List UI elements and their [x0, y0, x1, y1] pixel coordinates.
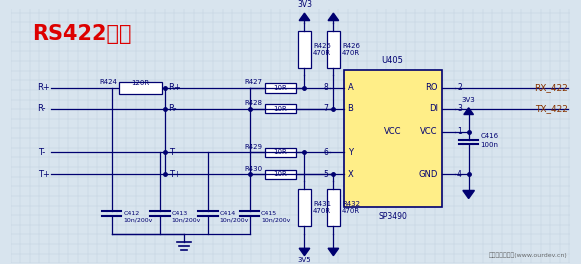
Text: 4: 4	[457, 170, 462, 179]
Polygon shape	[464, 108, 474, 115]
Text: 6: 6	[324, 148, 328, 157]
Text: 10n/200v: 10n/200v	[220, 218, 249, 223]
Text: 10n/200v: 10n/200v	[123, 218, 153, 223]
Text: 10R: 10R	[274, 171, 287, 177]
Text: DI: DI	[429, 104, 438, 113]
Text: R429: R429	[244, 144, 262, 150]
Text: R+: R+	[38, 83, 51, 92]
Text: Y: Y	[347, 148, 353, 157]
Text: 470R: 470R	[313, 50, 331, 56]
Text: C414: C414	[220, 211, 236, 216]
Text: 120R: 120R	[132, 80, 150, 86]
Text: 7: 7	[324, 104, 328, 113]
Text: R+: R+	[168, 83, 181, 92]
Text: 10R: 10R	[274, 85, 287, 91]
Text: 8: 8	[324, 83, 328, 92]
Bar	[297, 31, 311, 68]
Text: SP3490: SP3490	[378, 212, 407, 221]
Text: T+: T+	[168, 170, 181, 179]
Text: 10R: 10R	[274, 149, 287, 155]
Text: RX_422: RX_422	[534, 83, 568, 92]
Text: R425: R425	[313, 43, 331, 49]
Text: R426: R426	[342, 43, 360, 49]
Text: 3V5: 3V5	[297, 257, 311, 263]
Text: R432: R432	[342, 201, 360, 207]
Text: R430: R430	[244, 166, 262, 172]
Bar	[297, 189, 311, 226]
Text: RO: RO	[425, 83, 438, 92]
Text: VCC: VCC	[384, 127, 401, 136]
Text: T+: T+	[38, 170, 49, 179]
Text: C412: C412	[123, 211, 139, 216]
Text: C415: C415	[261, 211, 277, 216]
Polygon shape	[328, 248, 339, 256]
Text: 10R: 10R	[274, 106, 287, 111]
Text: GND: GND	[418, 170, 438, 179]
Polygon shape	[463, 190, 475, 199]
Bar	[265, 170, 296, 179]
Text: 3: 3	[457, 104, 462, 113]
Text: TX_422: TX_422	[535, 104, 568, 113]
Text: T-: T-	[38, 148, 45, 157]
Text: R-: R-	[38, 104, 46, 113]
Text: 470R: 470R	[342, 208, 360, 214]
Bar	[265, 148, 296, 157]
Text: B: B	[347, 104, 353, 113]
Text: R-: R-	[168, 104, 177, 113]
Text: A: A	[347, 83, 353, 92]
Text: R424: R424	[100, 79, 117, 85]
Text: 5: 5	[324, 170, 328, 179]
Bar	[265, 83, 296, 93]
Text: 10n/200v: 10n/200v	[261, 218, 290, 223]
Text: 1: 1	[457, 127, 462, 136]
Bar	[120, 82, 162, 94]
Text: R427: R427	[244, 79, 262, 85]
Text: 10n/200v: 10n/200v	[171, 218, 201, 223]
Text: U405: U405	[382, 56, 404, 65]
Text: 中国电子开发网(www.ourdev.cn): 中国电子开发网(www.ourdev.cn)	[489, 252, 568, 258]
Text: RS422电路: RS422电路	[32, 24, 131, 44]
Text: 470R: 470R	[313, 208, 331, 214]
Polygon shape	[299, 13, 310, 21]
Polygon shape	[299, 248, 310, 256]
Bar	[327, 31, 340, 68]
Polygon shape	[328, 13, 339, 21]
Text: T-: T-	[168, 148, 176, 157]
Bar	[327, 189, 340, 226]
Text: C413: C413	[171, 211, 188, 216]
Text: X: X	[347, 170, 353, 179]
Text: 2: 2	[457, 83, 462, 92]
Text: 470R: 470R	[342, 50, 360, 56]
Bar	[265, 104, 296, 113]
Text: R428: R428	[244, 100, 262, 106]
Bar	[344, 70, 442, 208]
Text: VCC: VCC	[420, 127, 438, 136]
Text: 3V3: 3V3	[462, 97, 475, 103]
Text: 3V3: 3V3	[297, 0, 312, 9]
Text: 100n: 100n	[480, 142, 498, 148]
Text: R431: R431	[313, 201, 331, 207]
Text: C416: C416	[480, 133, 498, 139]
